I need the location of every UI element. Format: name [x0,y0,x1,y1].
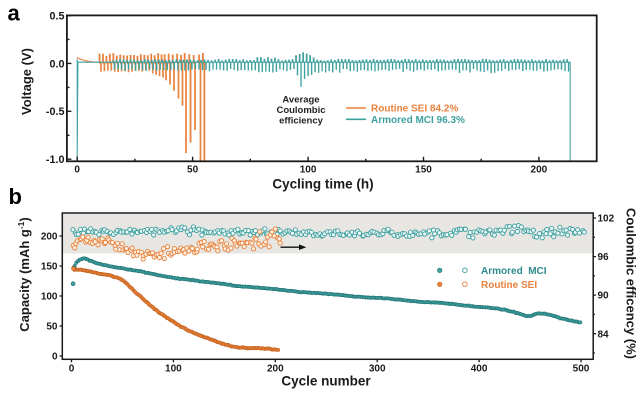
svg-text:0.5: 0.5 [49,10,64,22]
svg-text:500: 500 [573,363,590,374]
svg-text:84: 84 [598,329,610,340]
svg-text:-0.5: -0.5 [46,106,65,118]
svg-text:Capacity (mAh g-1): Capacity (mAh g-1) [16,217,32,331]
svg-text:0: 0 [69,363,75,374]
svg-text:400: 400 [471,363,488,374]
svg-text:-1.0: -1.0 [46,154,65,166]
svg-text:200: 200 [531,164,548,175]
svg-text:100: 100 [41,292,58,303]
svg-text:Routine SEI 84.2%: Routine SEI 84.2% [371,104,458,115]
svg-text:Coulombic: Coulombic [276,105,325,116]
svg-text:90: 90 [598,291,610,302]
svg-text:300: 300 [369,363,386,374]
svg-text:Armored MCI: Armored MCI [481,266,547,277]
svg-text:102: 102 [598,214,615,225]
svg-text:efficiency: efficiency [279,116,324,127]
svg-text:Cycle number: Cycle number [281,374,371,389]
svg-text:96: 96 [598,252,610,263]
svg-text:50: 50 [46,322,58,333]
svg-text:Cycling time (h): Cycling time (h) [272,177,373,192]
svg-text:200: 200 [267,363,284,374]
svg-text:Armored MCI 96.3%: Armored MCI 96.3% [371,115,465,126]
svg-text:Routine SEI: Routine SEI [481,280,537,291]
svg-text:Coulombic efficency (%): Coulombic efficency (%) [624,208,639,359]
svg-text:Average: Average [282,95,319,106]
svg-text:0: 0 [74,164,80,175]
svg-text:0: 0 [52,352,58,363]
svg-text:150: 150 [415,164,432,175]
svg-text:Voltage (V): Voltage (V) [19,48,34,115]
svg-text:50: 50 [187,164,199,175]
svg-text:100: 100 [300,164,317,175]
svg-text:0.0: 0.0 [49,58,64,70]
svg-text:200: 200 [41,232,58,243]
svg-text:b: b [9,184,22,209]
svg-text:150: 150 [41,262,58,273]
svg-text:a: a [8,1,21,26]
svg-text:100: 100 [165,363,182,374]
